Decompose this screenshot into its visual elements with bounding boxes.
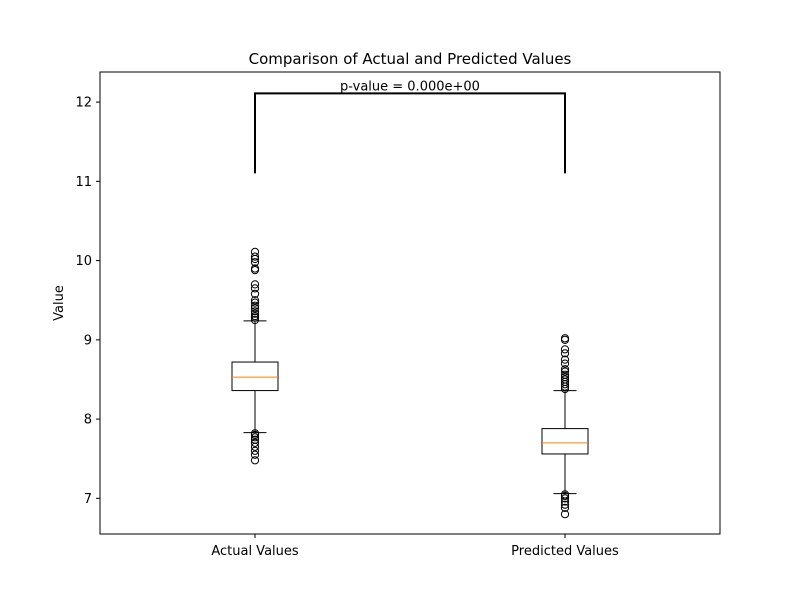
outlier-point [560, 349, 570, 358]
x-tick-label: Predicted Values [511, 544, 619, 559]
outlier-point [250, 264, 260, 273]
outlier-point [250, 280, 260, 289]
y-tick-label: 8 [84, 413, 92, 428]
axis-ticks: 7 8 9 10 11 12 Actual Values Predicted Values [75, 96, 619, 559]
outlier-point [250, 438, 260, 447]
p-value-annotation: p-value = 0.000e+00 [254, 79, 566, 174]
outlier-point [560, 334, 570, 343]
outlier-point [560, 367, 570, 376]
outlier-point [560, 503, 570, 512]
outlier-point [250, 247, 260, 256]
y-tick-label: 11 [75, 175, 92, 190]
p-value-label: p-value = 0.000e+00 [340, 79, 480, 94]
outlier-point [250, 307, 260, 316]
outlier-point [250, 311, 260, 321]
x-tick-label: Actual Values [211, 544, 299, 559]
outlier-point [560, 375, 570, 384]
outlier-point [250, 258, 260, 267]
iqr-box [541, 428, 589, 455]
outlier-point [250, 435, 260, 444]
outlier-point [560, 494, 570, 503]
y-axis-label: Value [52, 285, 67, 321]
iqr-box [231, 361, 279, 392]
outlier-point [250, 266, 260, 275]
y-tick-label: 7 [84, 492, 92, 507]
outlier-point [560, 500, 570, 509]
outlier-point [560, 372, 570, 382]
outlier-point [250, 298, 260, 307]
box-predicted-values [541, 334, 589, 519]
outlier-point [250, 309, 260, 318]
outlier-point [250, 296, 260, 305]
outlier-point [250, 301, 260, 310]
plot-frame [99, 71, 721, 535]
outlier-point [560, 359, 570, 368]
outlier-point [560, 490, 570, 499]
y-tick-label: 9 [84, 333, 92, 348]
outlier-point [250, 450, 260, 459]
box-actual-values [231, 247, 279, 465]
significance-bracket [254, 92, 566, 174]
y-tick-label: 12 [75, 96, 92, 111]
outlier-point [560, 355, 570, 364]
outlier-point [250, 433, 260, 442]
outlier-point [250, 284, 260, 293]
outlier-point [560, 345, 570, 354]
outlier-point [250, 289, 260, 298]
outlier-point [560, 365, 570, 374]
outlier-point [250, 252, 260, 261]
outlier-point [560, 510, 570, 519]
outlier-point [250, 456, 260, 465]
chart-title: Comparison of Actual and Predicted Value… [249, 50, 572, 68]
y-tick-label: 10 [75, 254, 92, 269]
outlier-point [560, 335, 570, 344]
outlier-point [250, 315, 260, 325]
outlier-point [560, 370, 570, 379]
outlier-point [250, 304, 260, 313]
outlier-point [250, 446, 260, 455]
outlier-point [250, 429, 260, 438]
box-series [231, 247, 589, 519]
